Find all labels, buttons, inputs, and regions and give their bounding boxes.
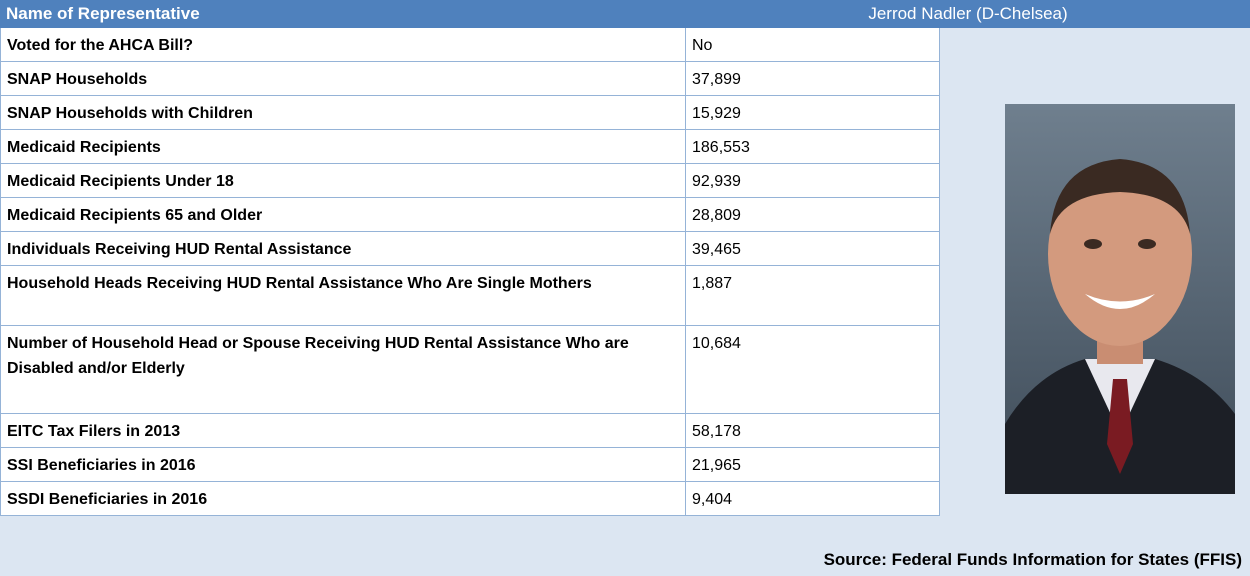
row-label: SSI Beneficiaries in 2016 [0,448,686,482]
row-label: SSDI Beneficiaries in 2016 [0,482,686,516]
table-row: EITC Tax Filers in 2013 58,178 [0,414,940,448]
table-row: Household Heads Receiving HUD Rental Ass… [0,266,940,326]
table-row: Medicaid Recipients 65 and Older 28,809 [0,198,940,232]
table-row: SNAP Households 37,899 [0,62,940,96]
row-value: 15,929 [686,96,940,130]
row-value: 186,553 [686,130,940,164]
portrait-photo [1005,104,1235,494]
table-row: Voted for the AHCA Bill? No [0,28,940,62]
table-row: SSDI Beneficiaries in 2016 9,404 [0,482,940,516]
table: Voted for the AHCA Bill? No SNAP Household… [0,28,940,516]
table-row: Number of Household Head or Spouse Recei… [0,326,940,414]
row-label: Household Heads Receiving HUD Rental Ass… [0,266,686,326]
row-value: 10,684 [686,326,940,414]
row-value: 21,965 [686,448,940,482]
header-name: Jerrod Nadler (D-Chelsea) [868,4,1068,23]
row-value: 37,899 [686,62,940,96]
row-value: 39,465 [686,232,940,266]
row-label: Medicaid Recipients [0,130,686,164]
row-label: EITC Tax Filers in 2013 [0,414,686,448]
row-label: SNAP Households with Children [0,96,686,130]
row-value: 9,404 [686,482,940,516]
row-label: Voted for the AHCA Bill? [0,28,686,62]
table-row: Medicaid Recipients 186,553 [0,130,940,164]
row-value: No [686,28,940,62]
table-row: SSI Beneficiaries in 2016 21,965 [0,448,940,482]
row-label: Medicaid Recipients 65 and Older [0,198,686,232]
table-row: SNAP Households with Children 15,929 [0,96,940,130]
row-value: 1,887 [686,266,940,326]
row-value: 28,809 [686,198,940,232]
source-note: Source: Federal Funds Information for St… [823,550,1242,569]
table-row: Individuals Receiving HUD Rental Assista… [0,232,940,266]
row-value: 58,178 [686,414,940,448]
header-row: Name of Representative Jerrod Nadler (D-… [0,0,1250,28]
row-label: SNAP Households [0,62,686,96]
row-label: Number of Household Head or Spouse Recei… [0,326,686,414]
row-label: Individuals Receiving HUD Rental Assista… [0,232,686,266]
table-row: Medicaid Recipients Under 18 92,939 [0,164,940,198]
row-value: 92,939 [686,164,940,198]
row-label: Medicaid Recipients Under 18 [0,164,686,198]
header-label: Name of Representative [6,4,200,23]
